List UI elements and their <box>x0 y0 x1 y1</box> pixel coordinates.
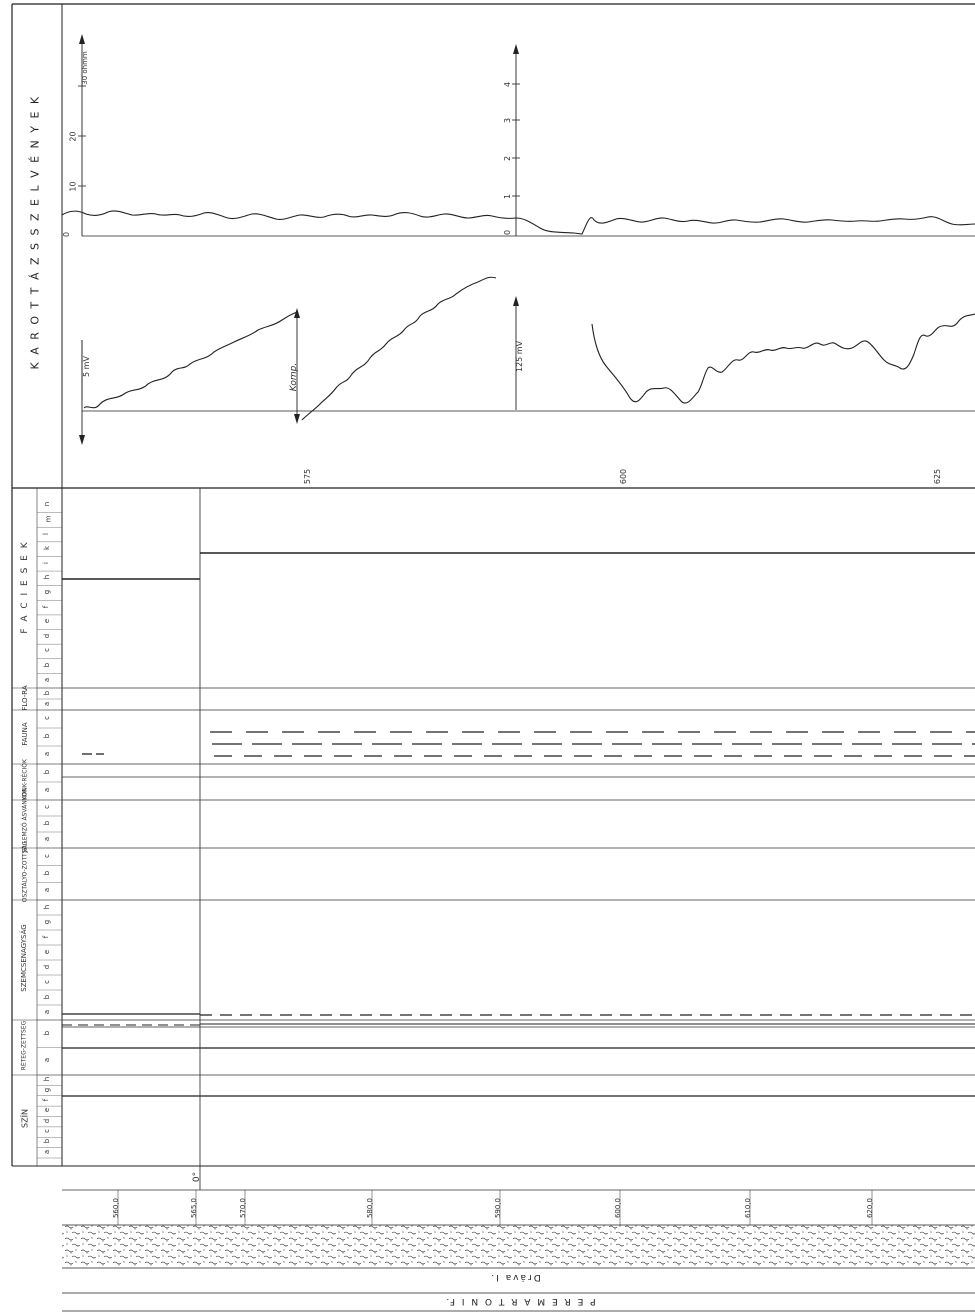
track-letter: e <box>43 619 52 624</box>
track-label-facies: F A C I E S E K <box>20 540 30 634</box>
track-letter: b <box>43 662 52 668</box>
depth-mark-600: 600 <box>619 468 629 485</box>
track-boundaries <box>62 687 975 1191</box>
track-label-osztalyozottsag: OSZTÁLYO-ZOTTSÁG <box>21 840 29 903</box>
track-letter: g <box>43 1087 52 1092</box>
track-letter: k <box>43 546 52 551</box>
depth-mark-575: 575 <box>303 468 313 485</box>
logs-title: K A R O T T Á Z S S Z E L V É N Y E K <box>28 94 42 370</box>
track-letter: a <box>43 701 52 706</box>
track-letter: b <box>43 820 52 826</box>
track-letter: b <box>43 690 52 695</box>
track-letter: n <box>43 502 52 507</box>
track-letter: f <box>42 605 51 608</box>
resistivity-tick-20: 20 <box>68 131 78 142</box>
depth-mark-625: 625 <box>933 468 943 485</box>
track-letter: a <box>43 751 52 757</box>
track-letter: b <box>43 733 52 739</box>
track-letter: b <box>43 769 52 775</box>
track-letter: e <box>43 949 52 954</box>
depth-scale-label: 570,0 <box>239 1197 248 1219</box>
track-letter: l <box>41 532 50 535</box>
track-letter-ticks <box>37 512 62 1159</box>
formation-label: Dráva I. <box>489 1272 541 1282</box>
sp-log <box>79 276 975 445</box>
track-letter: d <box>43 964 52 969</box>
track-label-szemcsenagysag: SZEMCSENAGYSÁG <box>20 924 28 992</box>
lithology-column <box>62 1225 975 1268</box>
unit-label: P E R E M A R T O N I F. <box>444 1296 596 1306</box>
track-letter: b <box>43 1030 52 1035</box>
track-letter: h <box>43 575 52 580</box>
sp-scale-right: 125 mV <box>515 340 525 373</box>
track-letter: c <box>42 805 51 809</box>
depth-scale-label: 620,0 <box>866 1197 875 1219</box>
track-letter: m <box>44 515 53 523</box>
track-letter: e <box>43 1108 52 1113</box>
track-letter: b <box>43 994 52 999</box>
track-letter: a <box>43 888 52 893</box>
track-letter: c <box>42 853 51 858</box>
right-axis-tick-2: 2 <box>503 155 513 162</box>
right-axis-tick-0: 0 <box>503 229 513 236</box>
track-letter: a <box>43 1058 52 1063</box>
sp-scale-left: 5 mV <box>81 356 91 377</box>
track-letter: g <box>43 919 52 924</box>
resistivity-log <box>61 34 975 237</box>
track-letter: d <box>43 1118 52 1123</box>
track-label-fauna: FAUNA <box>21 722 29 746</box>
resistivity-tick-10: 10 <box>68 181 78 192</box>
depth-scale-label: 590,0 <box>494 1197 503 1219</box>
track-letter: a <box>43 1009 52 1014</box>
depth-scale-label: 565,0 <box>190 1197 199 1219</box>
track-label-retegzettseg: RÉTEG-ZETTSÉG <box>20 1020 28 1071</box>
track-letter: c <box>42 648 51 653</box>
depth-zero-marker: 0° <box>192 1171 203 1183</box>
fauna-track <box>82 731 975 757</box>
depth-scale-label: 580,0 <box>366 1197 375 1219</box>
track-letter: b <box>43 1139 52 1144</box>
right-axis-tick-3: 3 <box>503 117 513 124</box>
track-letter: i <box>41 561 50 564</box>
track-letter: d <box>43 633 52 639</box>
track-letter: a <box>43 787 52 793</box>
resistivity-tick-0: 0 <box>62 231 72 238</box>
track-letter: b <box>43 870 52 876</box>
depth-scale-label: 560,0 <box>112 1197 121 1219</box>
track-letter: c <box>42 979 51 984</box>
track-letter: h <box>43 904 52 909</box>
sheet-frame <box>11 3 975 1190</box>
right-axis-tick-1: 1 <box>503 193 513 200</box>
track-letter: c <box>42 1129 51 1133</box>
depth-scale-label: 610,0 <box>744 1197 753 1219</box>
right-axis-tick-4: 4 <box>503 81 513 88</box>
resistivity-unit-label: 30 ohmm <box>80 51 89 85</box>
komp-label: Komp. <box>289 362 300 392</box>
track-letter: c <box>42 716 51 720</box>
track-letter: f <box>42 935 51 938</box>
grain-size-track <box>62 1013 975 1026</box>
track-letter: a <box>43 677 52 682</box>
facies-track <box>62 552 975 580</box>
depth-scale-label: 600,0 <box>614 1197 623 1219</box>
track-letter: h <box>43 1076 52 1082</box>
track-letter: f <box>42 1098 51 1102</box>
track-letter: a <box>43 1149 52 1154</box>
track-letter: a <box>43 836 52 842</box>
track-label-szin: SZÍN <box>20 1109 30 1128</box>
track-letter: g <box>43 589 52 595</box>
